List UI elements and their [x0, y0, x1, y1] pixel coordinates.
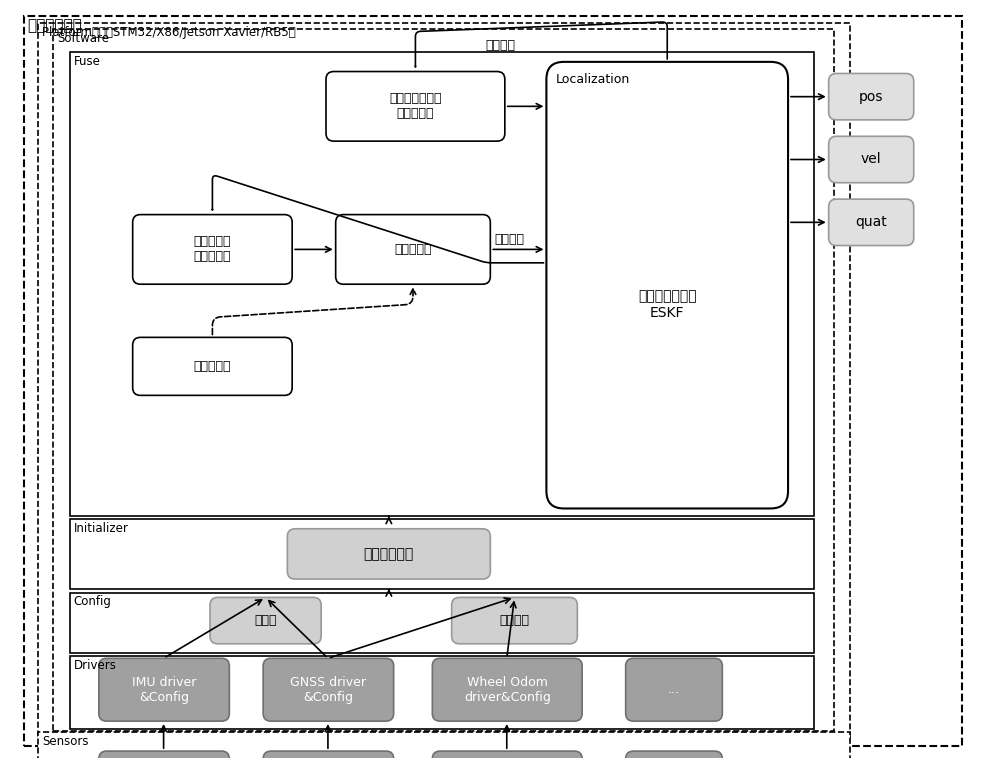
Text: vel: vel	[861, 153, 882, 166]
Bar	[38, 24, 850, 739]
FancyBboxPatch shape	[133, 337, 292, 395]
FancyBboxPatch shape	[287, 528, 490, 579]
FancyBboxPatch shape	[210, 597, 321, 644]
FancyBboxPatch shape	[99, 751, 229, 784]
FancyBboxPatch shape	[326, 71, 505, 141]
FancyBboxPatch shape	[626, 751, 722, 784]
Text: Drivers: Drivers	[74, 659, 117, 672]
Text: 组合里程计: 组合里程计	[394, 243, 432, 256]
Text: Config: Config	[74, 596, 112, 608]
FancyBboxPatch shape	[99, 659, 229, 721]
Text: ...: ...	[668, 776, 680, 784]
Text: Localization: Localization	[556, 74, 630, 86]
Text: 校正矢量: 校正矢量	[485, 39, 515, 53]
Text: IMU driver
&Config: IMU driver &Config	[132, 676, 196, 704]
Text: GNSS driver
&Config: GNSS driver &Config	[290, 676, 366, 704]
FancyArrowPatch shape	[212, 176, 544, 263]
Text: GNSS: GNSS	[311, 776, 346, 784]
Bar	[70, 519, 814, 589]
Text: Software: Software	[57, 32, 109, 45]
Text: Platform（支持STM32/X86/Jetson Xavier/RB5）: Platform（支持STM32/X86/Jetson Xavier/RB5）	[42, 26, 296, 39]
FancyBboxPatch shape	[829, 136, 914, 183]
Text: ...: ...	[668, 683, 680, 696]
Text: 杆臂値: 杆臂値	[254, 614, 277, 627]
FancyBboxPatch shape	[432, 751, 582, 784]
Text: pos: pos	[859, 89, 883, 103]
FancyBboxPatch shape	[829, 199, 914, 245]
Bar	[70, 53, 814, 516]
Bar	[70, 593, 814, 654]
FancyBboxPatch shape	[452, 597, 577, 644]
Text: Initializer: Initializer	[74, 522, 129, 535]
Text: 姿态四元数
与惯导算法: 姿态四元数 与惯导算法	[194, 235, 231, 263]
FancyBboxPatch shape	[626, 659, 722, 721]
Text: Wheel Odom
driver&Config: Wheel Odom driver&Config	[464, 676, 551, 704]
FancyBboxPatch shape	[133, 215, 292, 284]
Text: 旋转角度: 旋转角度	[499, 614, 529, 627]
Text: 组合导航方案: 组合导航方案	[27, 18, 82, 34]
FancyBboxPatch shape	[263, 751, 394, 784]
Text: Wheel Odom: Wheel Odom	[467, 776, 548, 784]
FancyBboxPatch shape	[829, 74, 914, 120]
FancyArrowPatch shape	[415, 22, 667, 67]
Text: Sensors: Sensors	[42, 735, 88, 748]
Text: 卫星定位、定速
和定向算法: 卫星定位、定速 和定向算法	[389, 93, 442, 120]
FancyBboxPatch shape	[546, 62, 788, 509]
Text: 轮速里程计: 轮速里程计	[194, 360, 231, 373]
Text: 误差校正: 误差校正	[495, 233, 525, 245]
Text: Fuse: Fuse	[74, 55, 101, 68]
FancyBboxPatch shape	[263, 659, 394, 721]
Bar	[53, 29, 834, 731]
Text: 组合导航滤波器
ESKF: 组合导航滤波器 ESKF	[638, 289, 697, 320]
Bar	[70, 656, 814, 729]
FancyBboxPatch shape	[336, 215, 490, 284]
Text: quat: quat	[855, 216, 887, 230]
FancyBboxPatch shape	[432, 659, 582, 721]
Bar	[38, 731, 850, 784]
Text: 运动组合对准: 运动组合对准	[364, 547, 414, 561]
Text: IMU: IMU	[152, 776, 176, 784]
